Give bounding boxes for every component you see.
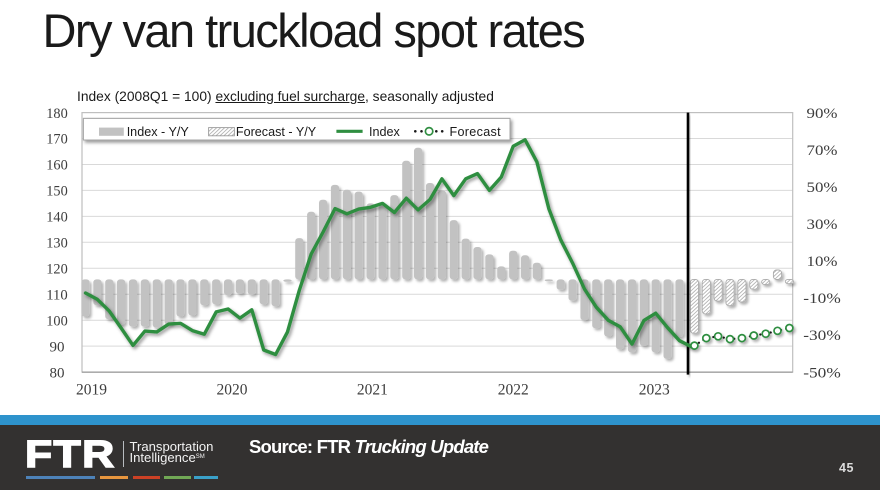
svg-text:2020: 2020 [217, 382, 248, 399]
svg-text:150: 150 [46, 184, 68, 200]
svg-text:180: 180 [46, 106, 68, 122]
svg-text:130: 130 [46, 236, 68, 252]
svg-text:2021: 2021 [357, 382, 388, 399]
svg-text:-10%: -10% [803, 291, 841, 307]
svg-text:110: 110 [46, 287, 68, 303]
svg-text:2022: 2022 [498, 382, 529, 399]
svg-text:30%: 30% [807, 217, 838, 233]
svg-text:90%: 90% [807, 106, 838, 122]
svg-text:170: 170 [46, 132, 68, 148]
svg-text:-50%: -50% [803, 365, 841, 381]
svg-text:2023: 2023 [639, 382, 670, 399]
svg-text:Forecast - Y/Y: Forecast - Y/Y [236, 125, 317, 139]
svg-text:2019: 2019 [76, 382, 107, 399]
svg-text:Forecast: Forecast [450, 125, 502, 139]
svg-text:-30%: -30% [803, 328, 841, 344]
svg-text:100: 100 [46, 313, 68, 329]
svg-text:140: 140 [46, 210, 68, 226]
svg-text:Index - Y/Y: Index - Y/Y [127, 125, 190, 139]
svg-text:160: 160 [46, 158, 68, 174]
svg-text:80: 80 [50, 365, 65, 381]
svg-text:10%: 10% [807, 254, 838, 270]
svg-text:90: 90 [50, 339, 65, 355]
svg-text:120: 120 [46, 262, 68, 278]
svg-text:Index: Index [369, 125, 401, 139]
svg-text:50%: 50% [807, 180, 838, 196]
svg-text:70%: 70% [807, 143, 838, 159]
